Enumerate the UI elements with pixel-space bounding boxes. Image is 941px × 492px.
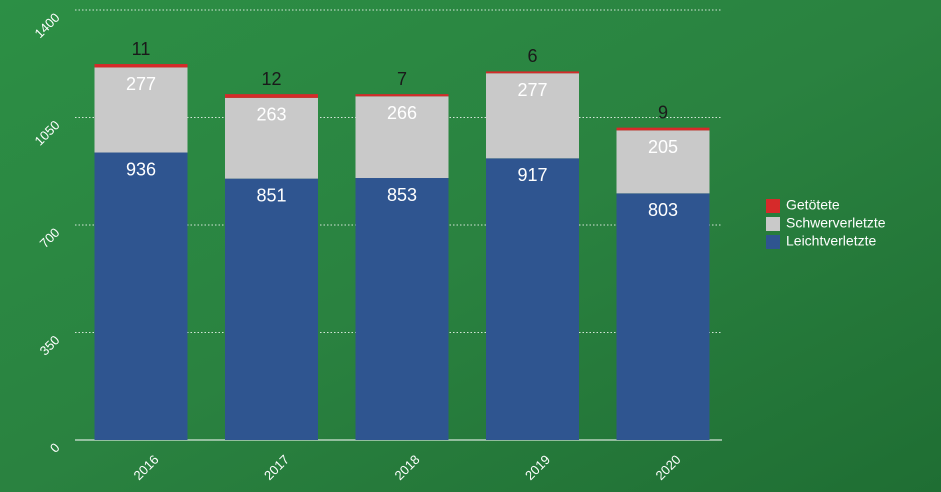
value-label: 9: [658, 102, 668, 122]
value-label: 263: [256, 105, 286, 125]
bar-segment: [225, 94, 318, 98]
value-label: 277: [517, 80, 547, 100]
bar-segment: [616, 193, 710, 440]
value-label: 803: [648, 200, 678, 220]
bar-segment: [355, 96, 449, 179]
bar-segment: [94, 152, 188, 440]
bar-segment: [616, 130, 710, 194]
value-label: 205: [648, 137, 678, 157]
bar-segment: [94, 64, 188, 68]
bar-segment: [225, 178, 318, 440]
value-label: 7: [397, 69, 407, 89]
legend-label: Schwerverletzte: [786, 215, 886, 231]
bar-segment: [94, 67, 188, 153]
value-label: 12: [261, 69, 281, 89]
value-label: 851: [256, 185, 286, 205]
legend-swatch: [766, 217, 780, 231]
bar-segment: [486, 71, 579, 74]
value-label: 11: [132, 39, 151, 59]
bar-segment: [486, 158, 579, 440]
legend-swatch: [766, 235, 780, 249]
value-label: 277: [126, 74, 156, 94]
bar-segment: [355, 178, 449, 440]
legend-label: Leichtverletzte: [786, 233, 876, 249]
bar-segment: [616, 127, 710, 131]
value-label: 853: [387, 185, 417, 205]
value-label: 936: [126, 159, 156, 179]
value-label: 6: [527, 46, 537, 66]
value-label: 917: [517, 165, 547, 185]
bar-segment: [486, 73, 579, 159]
value-label: 266: [387, 103, 417, 123]
bar-segment: [225, 97, 318, 179]
bar-segment: [355, 94, 449, 97]
legend-swatch: [766, 199, 780, 213]
legend-label: Getötete: [786, 197, 840, 213]
